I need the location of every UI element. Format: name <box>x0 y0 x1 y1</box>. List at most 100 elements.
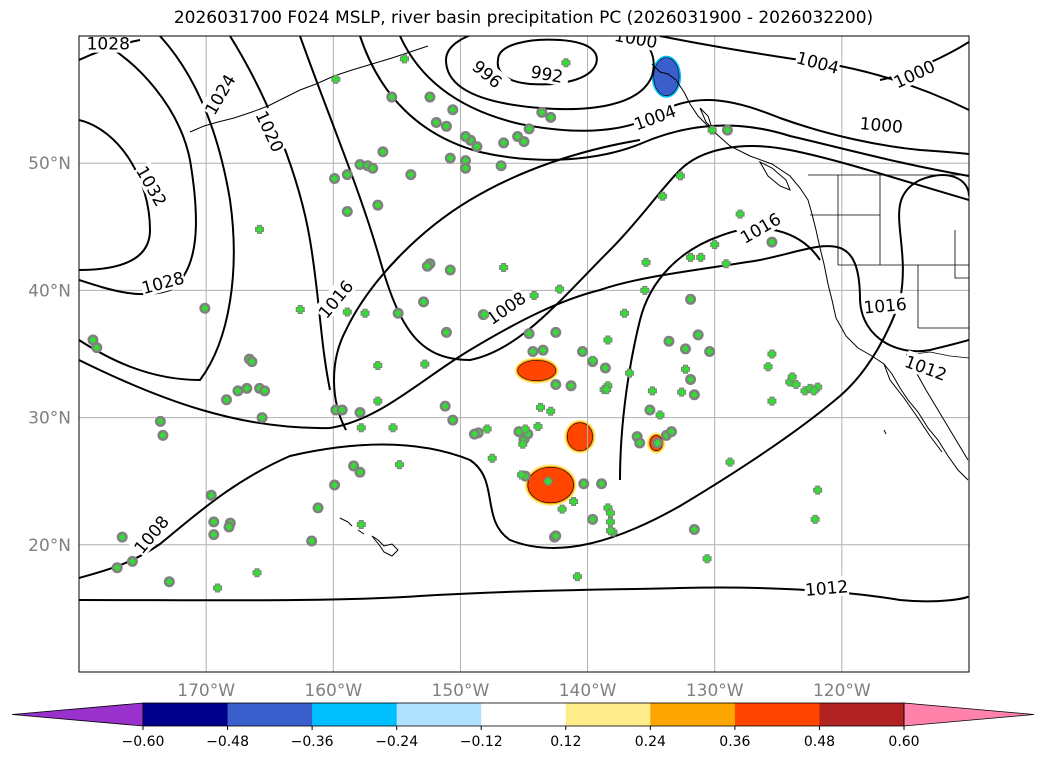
station-marker-green <box>547 407 555 415</box>
station-marker-green <box>606 509 614 517</box>
isobar-label: 1016 <box>862 292 908 319</box>
station-plus <box>443 329 450 336</box>
station-marker-green <box>519 440 527 448</box>
station-plus <box>471 431 478 438</box>
station-plus <box>665 338 672 345</box>
isobar-label: 1008 <box>481 286 530 330</box>
station-marker-green <box>256 225 264 233</box>
station-plus <box>234 387 241 394</box>
station-plus <box>691 526 698 533</box>
station-plus <box>331 482 338 489</box>
station-plus <box>374 202 381 209</box>
isobar-label-bg <box>523 59 571 87</box>
station-marker-green <box>357 424 365 432</box>
station-marker-green <box>814 486 822 494</box>
station-plus <box>129 558 136 565</box>
station-marker-green <box>389 424 397 432</box>
isobar-1004 <box>359 36 969 177</box>
isobar-label-text: 1012 <box>804 577 849 601</box>
station-plus <box>447 155 454 162</box>
station-marker-green <box>374 361 382 369</box>
isobar-label-bg <box>464 51 512 96</box>
station-marker-green <box>736 210 744 218</box>
isobar-label: 1020 <box>251 106 289 156</box>
colorbar-segment <box>143 703 229 726</box>
isobar-1012 <box>79 586 969 603</box>
station-plus <box>654 440 661 447</box>
station-marker-green <box>253 569 261 577</box>
colorbar-tick-label: −0.24 <box>375 734 418 750</box>
station-plus <box>344 208 351 215</box>
station-plus <box>210 531 217 538</box>
station-marker-green <box>768 350 776 358</box>
colorbar-extend-low <box>11 702 144 727</box>
station-plus <box>331 175 338 182</box>
station-marker-green <box>786 378 794 386</box>
station-marker-green <box>678 388 686 396</box>
isobar-label: 1028 <box>138 266 187 299</box>
isobar-1008-south <box>79 174 969 579</box>
station-plus <box>687 376 694 383</box>
station-plus <box>498 162 505 169</box>
colorbar-tick-label: −0.48 <box>206 734 249 750</box>
longitude-label: 140°W <box>559 681 617 701</box>
isobar-1012-inner <box>333 139 641 431</box>
isobar-label: 1000 <box>858 112 905 138</box>
station-plus <box>166 578 173 585</box>
station-plus <box>552 381 559 388</box>
isobar-label: 1008 <box>128 510 174 558</box>
station-marker-green <box>603 386 611 394</box>
station-plus <box>547 114 554 121</box>
isobar-label: 1012 <box>803 575 850 601</box>
station-marker-green <box>421 360 429 368</box>
isobar-label-text: 1028 <box>87 35 130 55</box>
precip-anomaly-positive <box>527 466 574 504</box>
station-plus <box>442 403 449 410</box>
station-marker-green <box>534 423 542 431</box>
station-marker-green <box>792 381 800 389</box>
latitude-label: 50°N <box>28 154 71 174</box>
station-plus <box>646 406 653 413</box>
station-marker-green <box>810 387 818 395</box>
station-plus <box>369 165 376 172</box>
colorbar-segment <box>819 703 905 726</box>
colorbar-frame <box>142 702 905 727</box>
colorbar-segment <box>312 703 398 726</box>
precip-anomaly-positive <box>517 360 557 382</box>
station-plus <box>526 330 533 337</box>
station-plus <box>521 138 527 145</box>
station-marker-green <box>681 365 689 373</box>
vancouver-island <box>758 160 791 191</box>
station-plus <box>449 106 456 113</box>
station-plus <box>339 406 346 413</box>
isobar-label-bg <box>630 99 679 134</box>
station-marker-green <box>481 311 489 319</box>
station-plus <box>119 534 126 541</box>
station-marker-green <box>374 397 382 405</box>
colorbar-extend-high <box>903 702 1035 727</box>
precipitation-anomaly-layer <box>514 55 682 506</box>
isobar-1028 <box>79 36 197 296</box>
station-plus <box>424 263 431 270</box>
colorbar: −0.60 −0.48 −0.36 −0.24 −0.12 0.12 0.24 0.36 0.4… <box>11 702 1035 750</box>
station-marker-green <box>620 309 628 317</box>
station-plus <box>687 296 694 303</box>
isobar-label-bg <box>902 350 951 384</box>
isobar-996 <box>444 36 655 111</box>
colorbar-tick-label: 0.48 <box>804 734 835 750</box>
station-marker-green <box>604 504 612 512</box>
latitude-label: 40°N <box>28 281 71 301</box>
isobar-label-text: 1016 <box>863 295 908 319</box>
station-plus <box>89 337 96 344</box>
isobar-1020 <box>229 36 331 391</box>
isobar-label-bg <box>794 46 842 78</box>
station-plus <box>210 518 217 525</box>
station-plus <box>524 431 531 438</box>
station-plus <box>308 537 315 544</box>
isobar-1032 <box>79 119 152 271</box>
station-marker-green <box>726 458 734 466</box>
longitude-label: 120°W <box>813 681 871 701</box>
station-plus <box>356 469 363 476</box>
station-plus <box>420 298 427 305</box>
